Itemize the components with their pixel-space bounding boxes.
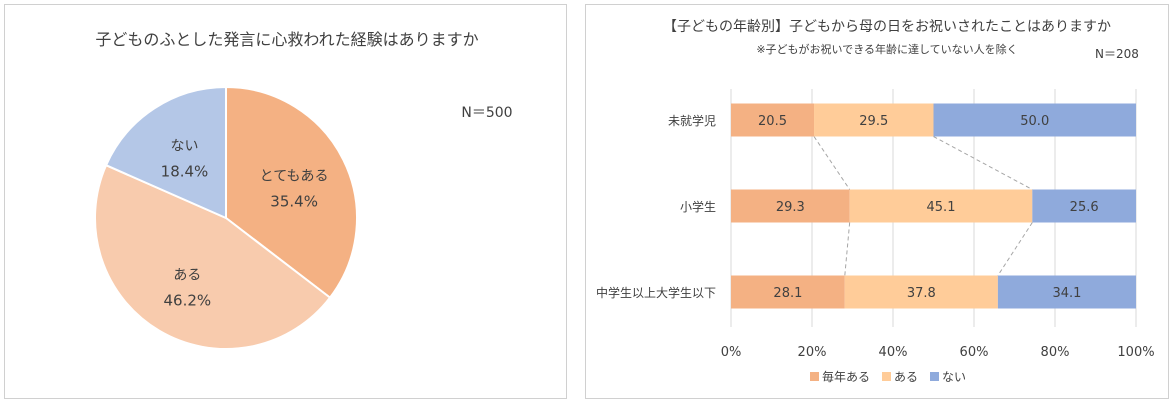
pie-chart-panel: 子どものふとした発言に心救われた経験はありますか N＝500 とてもある 35.4… (4, 4, 567, 399)
bar-value-label-2-2: 34.1 (1052, 286, 1081, 301)
stacked-bar-chart: 【子どもの年齢別】子どもから母の日をお祝いされたことはありますか ※子どもがお祝… (596, 19, 1155, 384)
legend-label-2: ない (942, 370, 966, 384)
bar-0-2 (933, 103, 1136, 137)
legend-swatch-1 (882, 372, 891, 381)
bar-1-1 (849, 189, 1033, 223)
bar-0-1 (814, 103, 934, 137)
series-line-1-0 (844, 222, 851, 276)
pie-slice-value-1: 46.2% (163, 291, 211, 309)
pie-chart-sample-size: N＝500 (461, 105, 512, 121)
series-line-1-1 (997, 222, 1033, 276)
bar-value-label-1-0: 29.3 (776, 200, 805, 215)
pie-labels: とてもある 35.4% ある 46.2% ない 18.4% (161, 138, 329, 309)
bar-value-label-1-1: 45.1 (927, 200, 956, 215)
x-tick-label-5: 100% (1117, 345, 1154, 360)
pie-slices (94, 85, 358, 350)
bars: 20.5 29.5 50.0 29.3 45.1 25.6 28.1 37.8 34.1 (731, 103, 1136, 309)
pie-slice-2 (104, 85, 227, 220)
bar-value-label-2-0: 28.1 (773, 286, 802, 301)
x-tick-label-3: 60% (960, 345, 989, 360)
bar-2-1 (844, 275, 998, 309)
bar-value-label-0-1: 29.5 (859, 114, 888, 129)
series-line-0-0 (813, 136, 851, 190)
legend-swatch-2 (930, 372, 939, 381)
bar-1-2 (1032, 189, 1136, 223)
category-label-1: 小学生 (680, 199, 716, 214)
x-tick-label-4: 80% (1041, 345, 1070, 360)
legend-label-0: 毎年ある (822, 369, 870, 384)
bar-1-0 (731, 189, 850, 223)
legend-label-1: ある (894, 370, 918, 384)
pie-slice-0 (225, 85, 358, 300)
x-tick-label-0: 0% (721, 345, 742, 360)
legend: 毎年ある ある ない (810, 369, 966, 384)
bar-0-0 (731, 103, 815, 137)
pie-slice-1 (94, 163, 332, 350)
bar-value-label-0-0: 20.5 (758, 114, 787, 129)
bar-chart-title: 【子どもの年齢別】子どもから母の日をお祝いされたことはありますか (663, 19, 1111, 35)
x-tick-label-2: 40% (879, 345, 908, 360)
pie-chart: 子どものふとした発言に心救われた経験はありますか N＝500 とてもある 35.4… (94, 30, 513, 350)
bar-value-label-2-1: 37.8 (907, 286, 936, 301)
bar-2-0 (731, 275, 845, 309)
category-label-2: 中学生以上大学生以下 (596, 285, 716, 300)
pie-chart-title: 子どものふとした発言に心救われた経験はありますか (95, 30, 478, 49)
bar-chart-subtitle: ※子どもがお祝いできる年齢に達していない人を除く (756, 42, 1017, 56)
bar-chart-panel: 【子どもの年齢別】子どもから母の日をお祝いされたことはありますか ※子どもがお祝… (585, 4, 1169, 399)
pie-slice-label-1: ある (173, 267, 201, 283)
series-lines (813, 136, 1033, 276)
x-tick-labels: 0% 20% 40% 60% 80% 100% (721, 345, 1155, 360)
legend-swatch-0 (810, 372, 819, 381)
bar-value-label-0-2: 50.0 (1020, 114, 1049, 129)
category-label-0: 未就学児 (668, 113, 716, 128)
pie-slice-label-2: ない (170, 138, 198, 154)
series-line-0-1 (933, 136, 1033, 190)
pie-slice-value-2: 18.4% (161, 162, 209, 180)
bar-2-2 (997, 275, 1136, 309)
bar-value-label-1-2: 25.6 (1070, 200, 1099, 215)
x-tick-label-1: 20% (798, 345, 827, 360)
bar-chart-sample-size: N＝208 (1095, 47, 1139, 61)
pie-slice-label-0: とてもある (260, 168, 329, 184)
pie-slice-value-0: 35.4% (270, 192, 318, 210)
